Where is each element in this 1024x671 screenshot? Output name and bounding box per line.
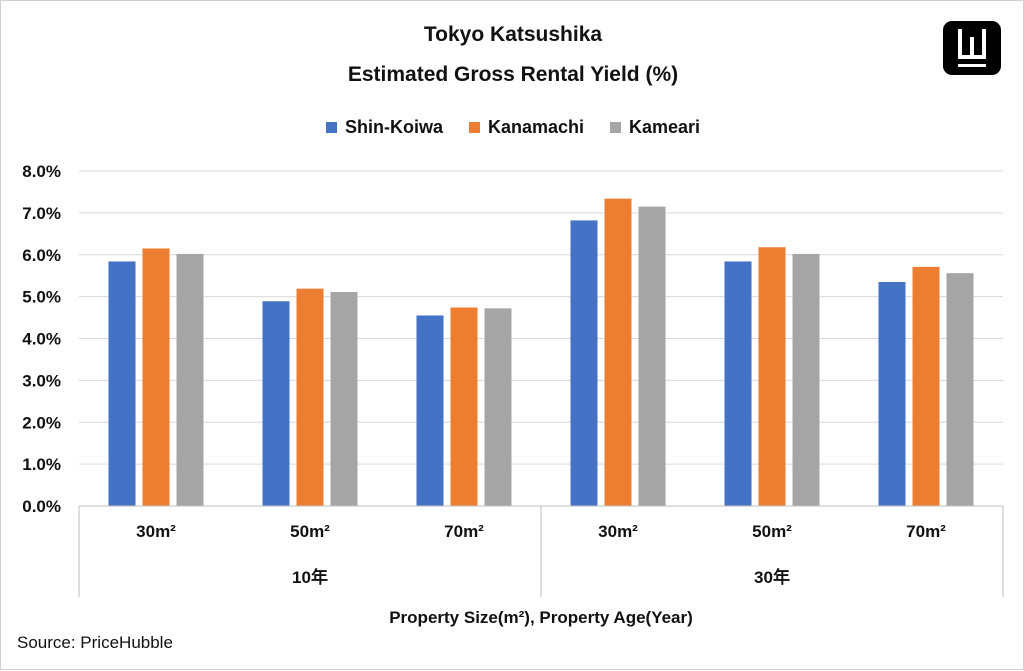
legend-item-kameari: Kameari — [610, 117, 700, 138]
y-tick-label: 1.0% — [22, 455, 61, 474]
x-axis-title: Property Size(m²), Property Age(Year) — [389, 608, 693, 627]
bar-kameari — [484, 308, 512, 506]
x-tick-label: 30m² — [136, 522, 176, 541]
y-tick-label: 6.0% — [22, 246, 61, 265]
legend-label: Kameari — [629, 117, 701, 137]
legend-item-shin-koiwa: Shin-Koiwa — [325, 117, 443, 138]
bar-kameari — [330, 292, 358, 506]
y-tick-label: 0.0% — [22, 497, 61, 516]
y-tick-label: 7.0% — [22, 204, 61, 223]
legend: Shin-Koiwa Kanamachi Kameari — [1, 117, 1024, 138]
x-group-label: 30年 — [754, 567, 790, 587]
y-tick-label: 5.0% — [22, 288, 61, 307]
legend-swatch — [610, 122, 621, 133]
source-note: Source: PriceHubble — [17, 633, 173, 652]
bar-kameari — [946, 273, 974, 506]
bar-kanamachi — [142, 248, 170, 506]
y-tick-label: 2.0% — [22, 413, 61, 432]
x-tick-label: 70m² — [444, 522, 484, 541]
bar-shin-koiwa — [724, 261, 752, 506]
bar-shin-koiwa — [878, 281, 906, 506]
x-group-label: 10年 — [292, 567, 328, 587]
x-tick-label: 50m² — [290, 522, 330, 541]
w-logo-icon — [943, 21, 1001, 75]
bar-kanamachi — [758, 247, 786, 506]
bar-shin-koiwa — [570, 220, 598, 506]
bar-kameari — [792, 253, 820, 506]
legend-swatch — [325, 122, 337, 133]
bar-shin-koiwa — [416, 315, 444, 506]
bar-kanamachi — [604, 198, 632, 506]
chart-subtitle: Estimated Gross Rental Yield (%) — [347, 63, 679, 86]
bar-kanamachi — [912, 266, 940, 506]
y-tick-label: 3.0% — [22, 371, 61, 390]
chart-title: Tokyo Katsushika — [423, 23, 603, 46]
legend-item-kanamachi: Kanamachi — [468, 117, 584, 138]
x-tick-label: 50m² — [752, 522, 792, 541]
bar-kameari — [176, 253, 204, 506]
y-tick-label: 8.0% — [22, 162, 61, 181]
y-tick-label: 4.0% — [22, 330, 61, 349]
bar-kanamachi — [450, 307, 478, 506]
legend-swatch — [468, 122, 480, 133]
bar-shin-koiwa — [108, 261, 136, 506]
legend-label: Shin-Koiwa — [344, 117, 443, 137]
bar-kameari — [638, 206, 666, 506]
legend-label: Kanamachi — [487, 117, 584, 137]
x-tick-label: 30m² — [598, 522, 638, 541]
bar-kanamachi — [296, 288, 324, 506]
x-tick-label: 70m² — [906, 522, 946, 541]
bar-shin-koiwa — [262, 301, 290, 506]
